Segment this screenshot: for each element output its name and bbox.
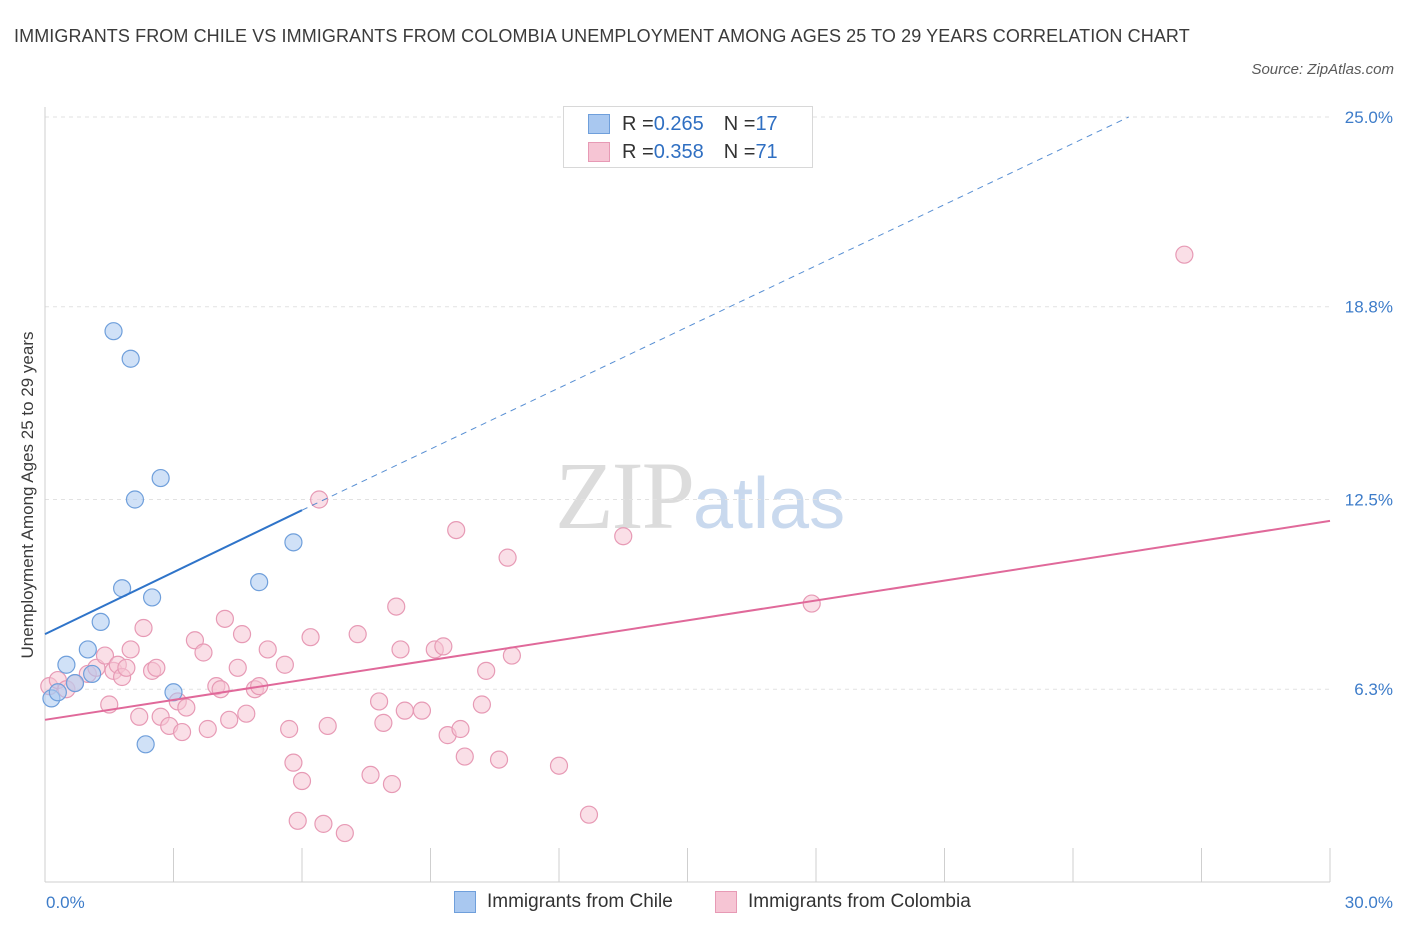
colombia-swatch (588, 142, 610, 162)
chile-n-value: 17 (755, 112, 778, 135)
colombia-point (335, 823, 354, 843)
bottom-legend-colombia: Immigrants from Colombia (715, 888, 971, 916)
bottom-colombia-swatch (715, 891, 737, 913)
colombia-point (455, 747, 474, 766)
chile-point (151, 468, 170, 488)
colombia-point (280, 719, 299, 739)
chile-point (91, 612, 110, 632)
colombia-point (370, 692, 389, 711)
y-axis-label: Unemployment Among Ages 25 to 29 years (18, 331, 37, 659)
chile-point (57, 655, 76, 674)
colombia-point (275, 655, 294, 674)
colombia-point (237, 704, 256, 723)
chile-point (78, 640, 97, 659)
chile-point (83, 664, 102, 684)
colombia-point (489, 750, 509, 769)
colombia-point (177, 698, 196, 717)
bottom-chile-label: Immigrants from Chile (487, 891, 673, 912)
colombia-point (258, 640, 277, 659)
colombia-point (130, 707, 149, 726)
colombia-point (412, 701, 432, 720)
y-tick-label: 6.3% (1354, 680, 1393, 699)
colombia-point (95, 646, 115, 665)
chile-point (121, 349, 140, 368)
colombia-point (121, 640, 140, 659)
colombia-point (147, 658, 166, 677)
colombia-point (215, 609, 234, 628)
colombia-point (220, 710, 239, 729)
colombia-point (498, 548, 517, 567)
watermark-atlas: atlas (693, 464, 846, 544)
colombia-point (194, 643, 213, 662)
chile-n-label: N = (723, 112, 756, 135)
chile-r-label: R = (622, 112, 654, 135)
colombia-point (477, 661, 496, 680)
chile-point (136, 735, 155, 754)
colombia-point (134, 618, 153, 638)
colombia-point (802, 594, 821, 613)
colombia-point (211, 680, 230, 699)
colombia-point (472, 695, 491, 714)
chile-r-value: 0.265 (653, 112, 704, 135)
colombia-r-label: R = (622, 140, 654, 163)
colombia-point (198, 719, 217, 739)
chile-point (125, 490, 145, 509)
colombia-point (1175, 245, 1194, 264)
colombia-point (382, 774, 402, 794)
colombia-point (228, 658, 247, 677)
colombia-point (579, 805, 599, 824)
chile-swatch (588, 114, 610, 134)
colombia-point (387, 597, 406, 616)
chile-point (142, 588, 162, 607)
legend-row-chile: R = 0.265 N = 17 (588, 111, 778, 137)
y-tick-label: 12.5% (1345, 491, 1393, 510)
colombia-point (502, 646, 521, 665)
correlation-legend: R = 0.265 N = 17 R = 0.358 N = 71 (563, 106, 813, 168)
x-tick-label: 30.0% (1345, 893, 1393, 912)
chile-trend-extension (301, 116, 1129, 511)
colombia-point (549, 756, 569, 775)
chile-point (104, 322, 123, 341)
colombia-point (172, 722, 192, 742)
colombia-point (614, 527, 633, 546)
colombia-point (292, 771, 312, 791)
colombia-point (284, 753, 303, 772)
colombia-point (434, 637, 453, 656)
colombia-point (288, 811, 307, 830)
colombia-point (314, 814, 333, 833)
chile-point (284, 533, 303, 552)
colombia-point (348, 625, 367, 644)
colombia-point (395, 701, 414, 720)
y-tick-label: 18.8% (1345, 298, 1393, 317)
bottom-legend-chile: Immigrants from Chile (454, 888, 673, 916)
colombia-point (374, 713, 393, 732)
colombia-n-label: N = (723, 140, 756, 163)
source-label: Source: ZipAtlas.com (1251, 61, 1394, 78)
colombia-trend-line (44, 519, 1331, 721)
colombia-n-value: 71 (755, 140, 778, 163)
colombia-point (232, 625, 252, 644)
colombia-point (451, 719, 470, 739)
colombia-point (391, 640, 410, 659)
y-tick-label: 25.0% (1345, 108, 1393, 127)
colombia-point (117, 658, 136, 677)
chile-point (48, 683, 67, 702)
x-tick-label: 0.0% (46, 893, 85, 912)
colombia-r-value: 0.358 (653, 140, 704, 163)
bottom-chile-swatch (454, 891, 476, 913)
bottom-colombia-label: Immigrants from Colombia (748, 891, 971, 912)
chile-point (65, 673, 85, 693)
colombia-point (361, 765, 380, 785)
legend-row-colombia: R = 0.358 N = 71 (588, 139, 778, 165)
colombia-point (318, 716, 337, 736)
colombia-point (301, 628, 320, 647)
chile-point (250, 573, 269, 592)
chart-title: IMMIGRANTS FROM CHILE VS IMMIGRANTS FROM… (14, 26, 1190, 46)
colombia-point (447, 520, 466, 540)
chile-trend-line (44, 509, 303, 636)
